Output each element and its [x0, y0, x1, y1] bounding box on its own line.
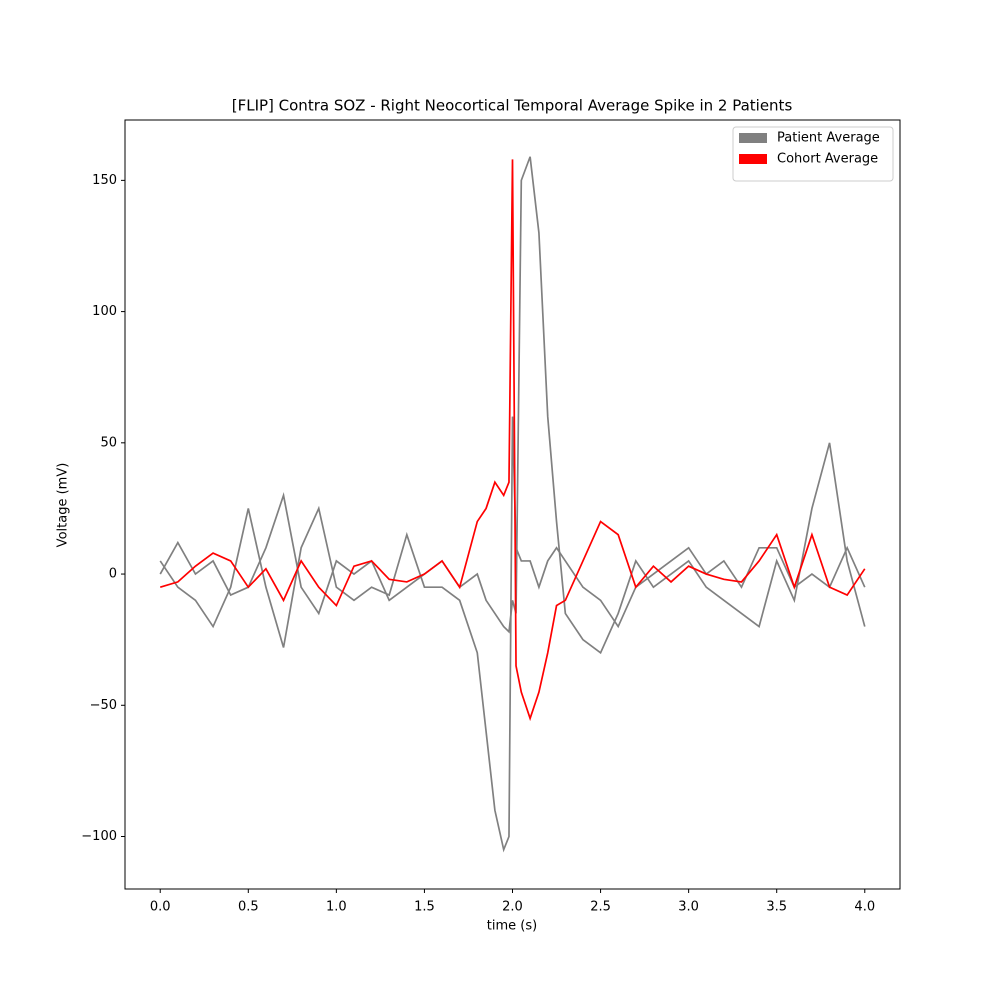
x-tick-label: 1.5 — [414, 900, 435, 915]
x-tick-label: 4.0 — [854, 900, 875, 915]
x-axis-label: time (s) — [487, 919, 537, 934]
legend-box — [732, 126, 894, 182]
series-line — [159, 156, 866, 655]
legend-swatch — [739, 133, 767, 143]
x-tick-label: 1.0 — [326, 900, 347, 915]
x-tick-label: 0.0 — [150, 900, 171, 915]
legend-label: Cohort Average — [777, 152, 878, 167]
x-tick-label: 2.0 — [502, 900, 523, 915]
y-tick-label: 100 — [92, 304, 117, 319]
x-tick-label: 3.0 — [678, 900, 699, 915]
x-tick-label: 3.5 — [766, 900, 787, 915]
chart-title: [FLIP] Contra SOZ - Right Neocortical Te… — [232, 97, 793, 115]
legend-label: Patient Average — [777, 131, 880, 146]
x-tick-label: 0.5 — [238, 900, 259, 915]
series-line — [159, 159, 866, 722]
y-tick-label: −100 — [81, 829, 117, 844]
x-tick-label: 2.5 — [590, 900, 611, 915]
y-tick-label: 0 — [109, 567, 117, 582]
series-line — [159, 416, 866, 853]
axes-frame — [124, 119, 901, 890]
y-tick-label: 50 — [100, 435, 117, 450]
y-tick-label: 150 — [92, 173, 117, 188]
y-tick-label: −50 — [90, 698, 117, 713]
y-axis-label: Voltage (mV) — [56, 463, 71, 548]
legend-swatch — [739, 154, 767, 164]
